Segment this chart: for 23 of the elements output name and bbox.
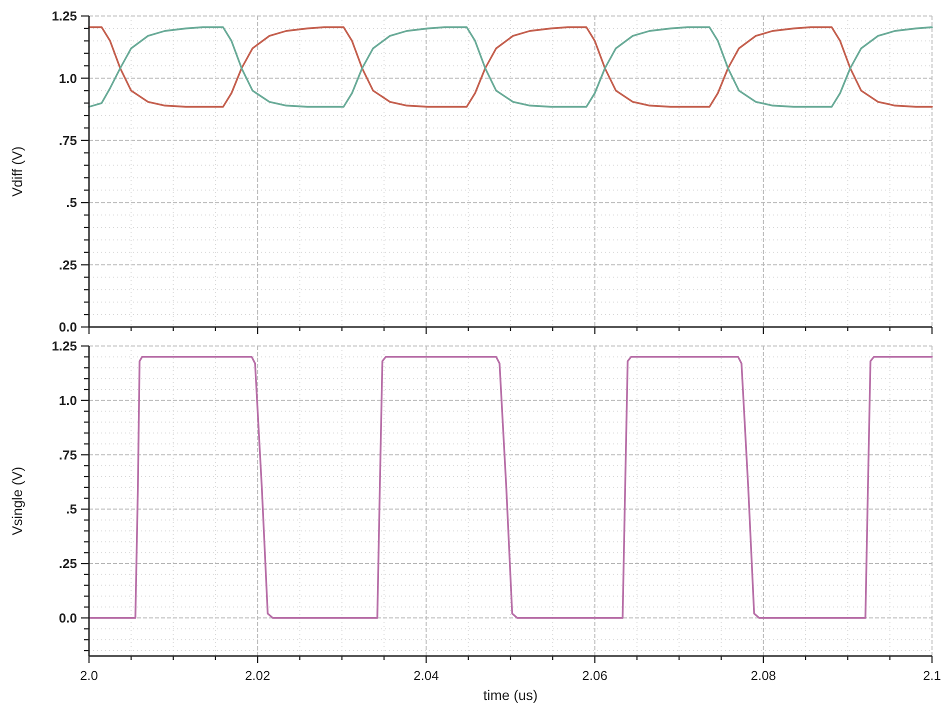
line-series — [88, 26, 933, 108]
y-tick-label: .25 — [58, 556, 77, 572]
y-tick-label: 1.0 — [58, 392, 77, 408]
y-tick-label: .75 — [58, 132, 77, 148]
y-axis-title: Vdiff (V) — [9, 146, 25, 197]
y-tick-label: 1.25 — [52, 8, 77, 24]
y-tick-label: .75 — [58, 447, 77, 462]
y-tick-label: 1.25 — [52, 338, 77, 354]
x-tick-label: 2.0 — [80, 668, 98, 683]
x-axis-title: time (us) — [483, 687, 538, 703]
y-tick-label: .25 — [58, 257, 77, 272]
y-tick-label: 0.0 — [58, 320, 77, 335]
x-tick-label: 2.1 — [922, 668, 942, 683]
y-tick-label: 1.0 — [58, 70, 77, 86]
x-tick-label: 2.06 — [582, 668, 608, 683]
x-tick-label: 2.08 — [750, 668, 776, 683]
x-tick-label: 2.04 — [414, 668, 439, 683]
line-series — [88, 356, 933, 619]
y-tick-label: .5 — [66, 502, 77, 517]
y-tick-label: .5 — [66, 195, 77, 210]
y-tick-label: 0.0 — [58, 610, 77, 626]
x-tick-label: 2.02 — [244, 668, 270, 683]
y-axis-title: Vsingle (V) — [9, 466, 25, 536]
